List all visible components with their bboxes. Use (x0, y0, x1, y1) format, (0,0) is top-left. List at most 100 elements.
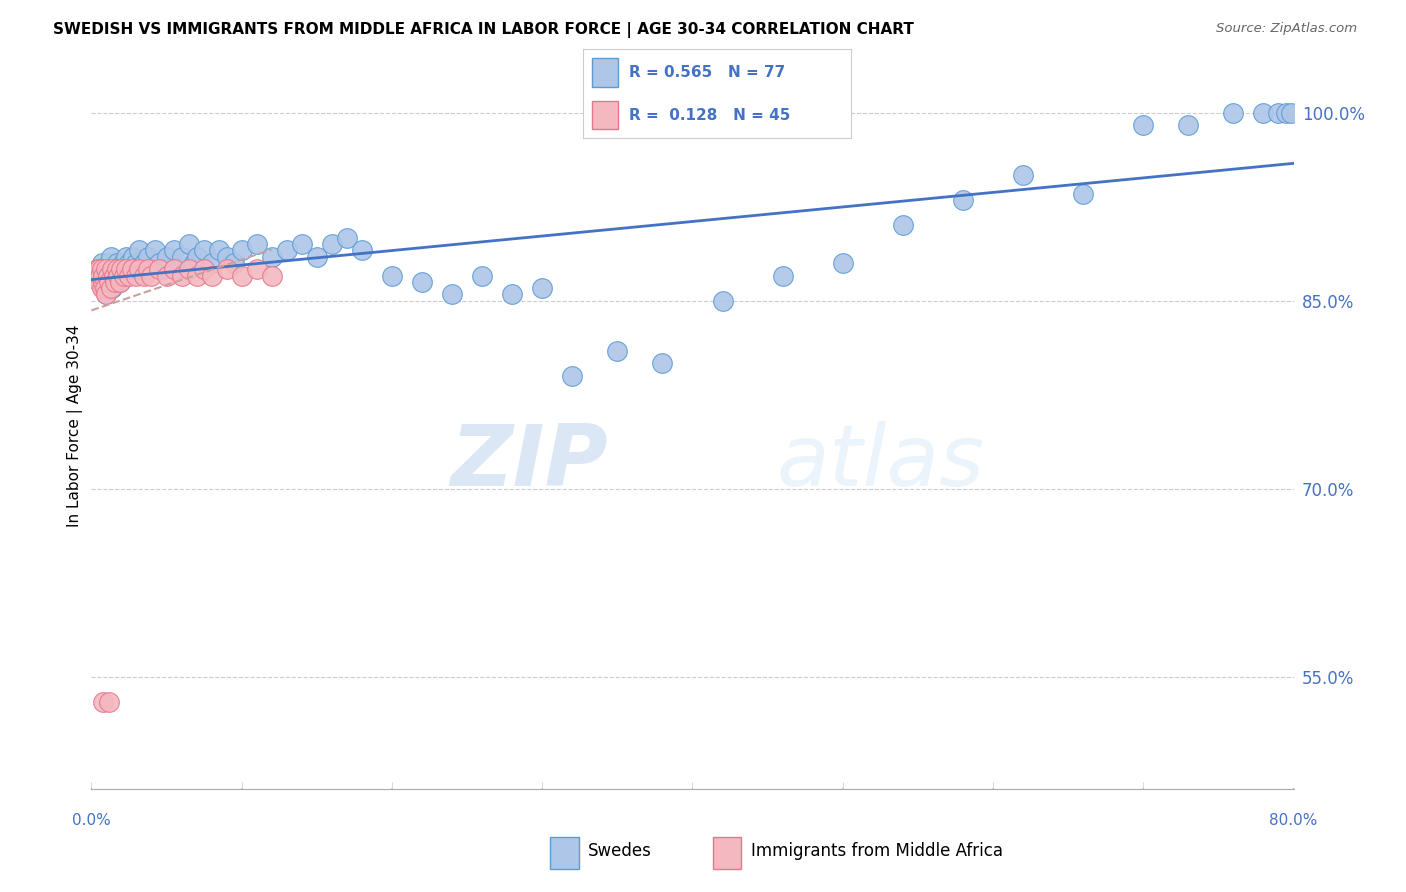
Point (440, 287, 463, 301)
Point (98, 275, 121, 289)
Point (101, 262, 124, 277)
Point (231, 268, 253, 283)
Point (138, 250, 160, 264)
Point (246, 262, 269, 277)
Point (87, 262, 110, 277)
Point (108, 275, 131, 289)
Point (186, 268, 208, 283)
Point (100, 250, 122, 264)
Point (115, 250, 138, 264)
Point (103, 268, 125, 283)
Point (215, 250, 238, 264)
Point (121, 262, 143, 277)
Point (120, 262, 142, 277)
Point (183, 256, 205, 270)
Point (170, 250, 193, 264)
Point (93, 281, 115, 295)
Point (138, 262, 160, 277)
Point (831, 256, 853, 270)
Point (128, 262, 150, 277)
Point (1071, 187, 1094, 202)
Point (104, 268, 127, 283)
Point (125, 268, 148, 283)
Point (96, 262, 118, 277)
Bar (713, 837, 741, 869)
Point (129, 262, 152, 277)
Point (152, 262, 174, 277)
Point (201, 256, 224, 270)
Text: atlas: atlas (776, 421, 984, 504)
Point (471, 268, 494, 283)
Point (128, 244, 150, 258)
Point (141, 262, 163, 277)
Point (110, 268, 132, 283)
Point (118, 256, 141, 270)
Point (115, 262, 138, 277)
Point (208, 244, 231, 258)
Point (90, 256, 112, 270)
Point (97, 268, 120, 283)
Point (132, 268, 155, 283)
Point (177, 237, 200, 252)
Y-axis label: In Labor Force | Age 30-34: In Labor Force | Age 30-34 (67, 325, 83, 527)
Point (97, 268, 120, 283)
Point (87, 262, 110, 277)
Point (143, 244, 166, 258)
Point (86, 262, 108, 277)
Bar (550, 837, 579, 869)
Text: R = 0.565   N = 77: R = 0.565 N = 77 (628, 65, 785, 79)
Text: 80.0%: 80.0% (1270, 814, 1317, 828)
Point (98, 695, 121, 709)
Point (96, 287, 118, 301)
Point (155, 268, 177, 283)
Point (107, 268, 129, 283)
Point (100, 281, 122, 295)
Point (186, 250, 208, 264)
Bar (592, 101, 619, 129)
Point (104, 275, 127, 289)
Point (1132, 118, 1154, 132)
Point (501, 287, 523, 301)
Point (96, 262, 118, 277)
Point (94, 275, 117, 289)
Point (531, 281, 554, 295)
Point (193, 262, 215, 277)
Point (167, 262, 190, 277)
Point (148, 262, 170, 277)
Point (305, 250, 328, 264)
Point (93, 275, 115, 289)
Point (291, 237, 314, 252)
Point (96, 287, 118, 301)
Point (276, 244, 298, 258)
Point (111, 256, 134, 270)
Text: 0.0%: 0.0% (72, 814, 111, 828)
Point (98, 256, 121, 270)
Point (193, 244, 215, 258)
Point (93, 695, 115, 709)
Point (260, 250, 283, 264)
Point (215, 262, 238, 277)
Point (108, 275, 131, 289)
Text: Immigrants from Middle Africa: Immigrants from Middle Africa (751, 842, 1002, 861)
Point (90, 281, 112, 295)
Point (1012, 168, 1035, 182)
Point (132, 256, 155, 270)
Point (114, 268, 136, 283)
Point (336, 231, 359, 245)
Point (231, 244, 253, 258)
Point (411, 275, 433, 289)
Point (163, 244, 186, 258)
Point (100, 262, 122, 277)
Point (350, 244, 373, 258)
Point (103, 262, 125, 277)
Point (122, 250, 145, 264)
Point (105, 256, 128, 270)
Point (93, 268, 115, 283)
Point (606, 343, 628, 358)
Point (125, 256, 148, 270)
Point (141, 268, 163, 283)
Text: Source: ZipAtlas.com: Source: ZipAtlas.com (1216, 22, 1357, 36)
Bar (592, 58, 619, 87)
Point (163, 262, 186, 277)
Point (1177, 118, 1199, 132)
